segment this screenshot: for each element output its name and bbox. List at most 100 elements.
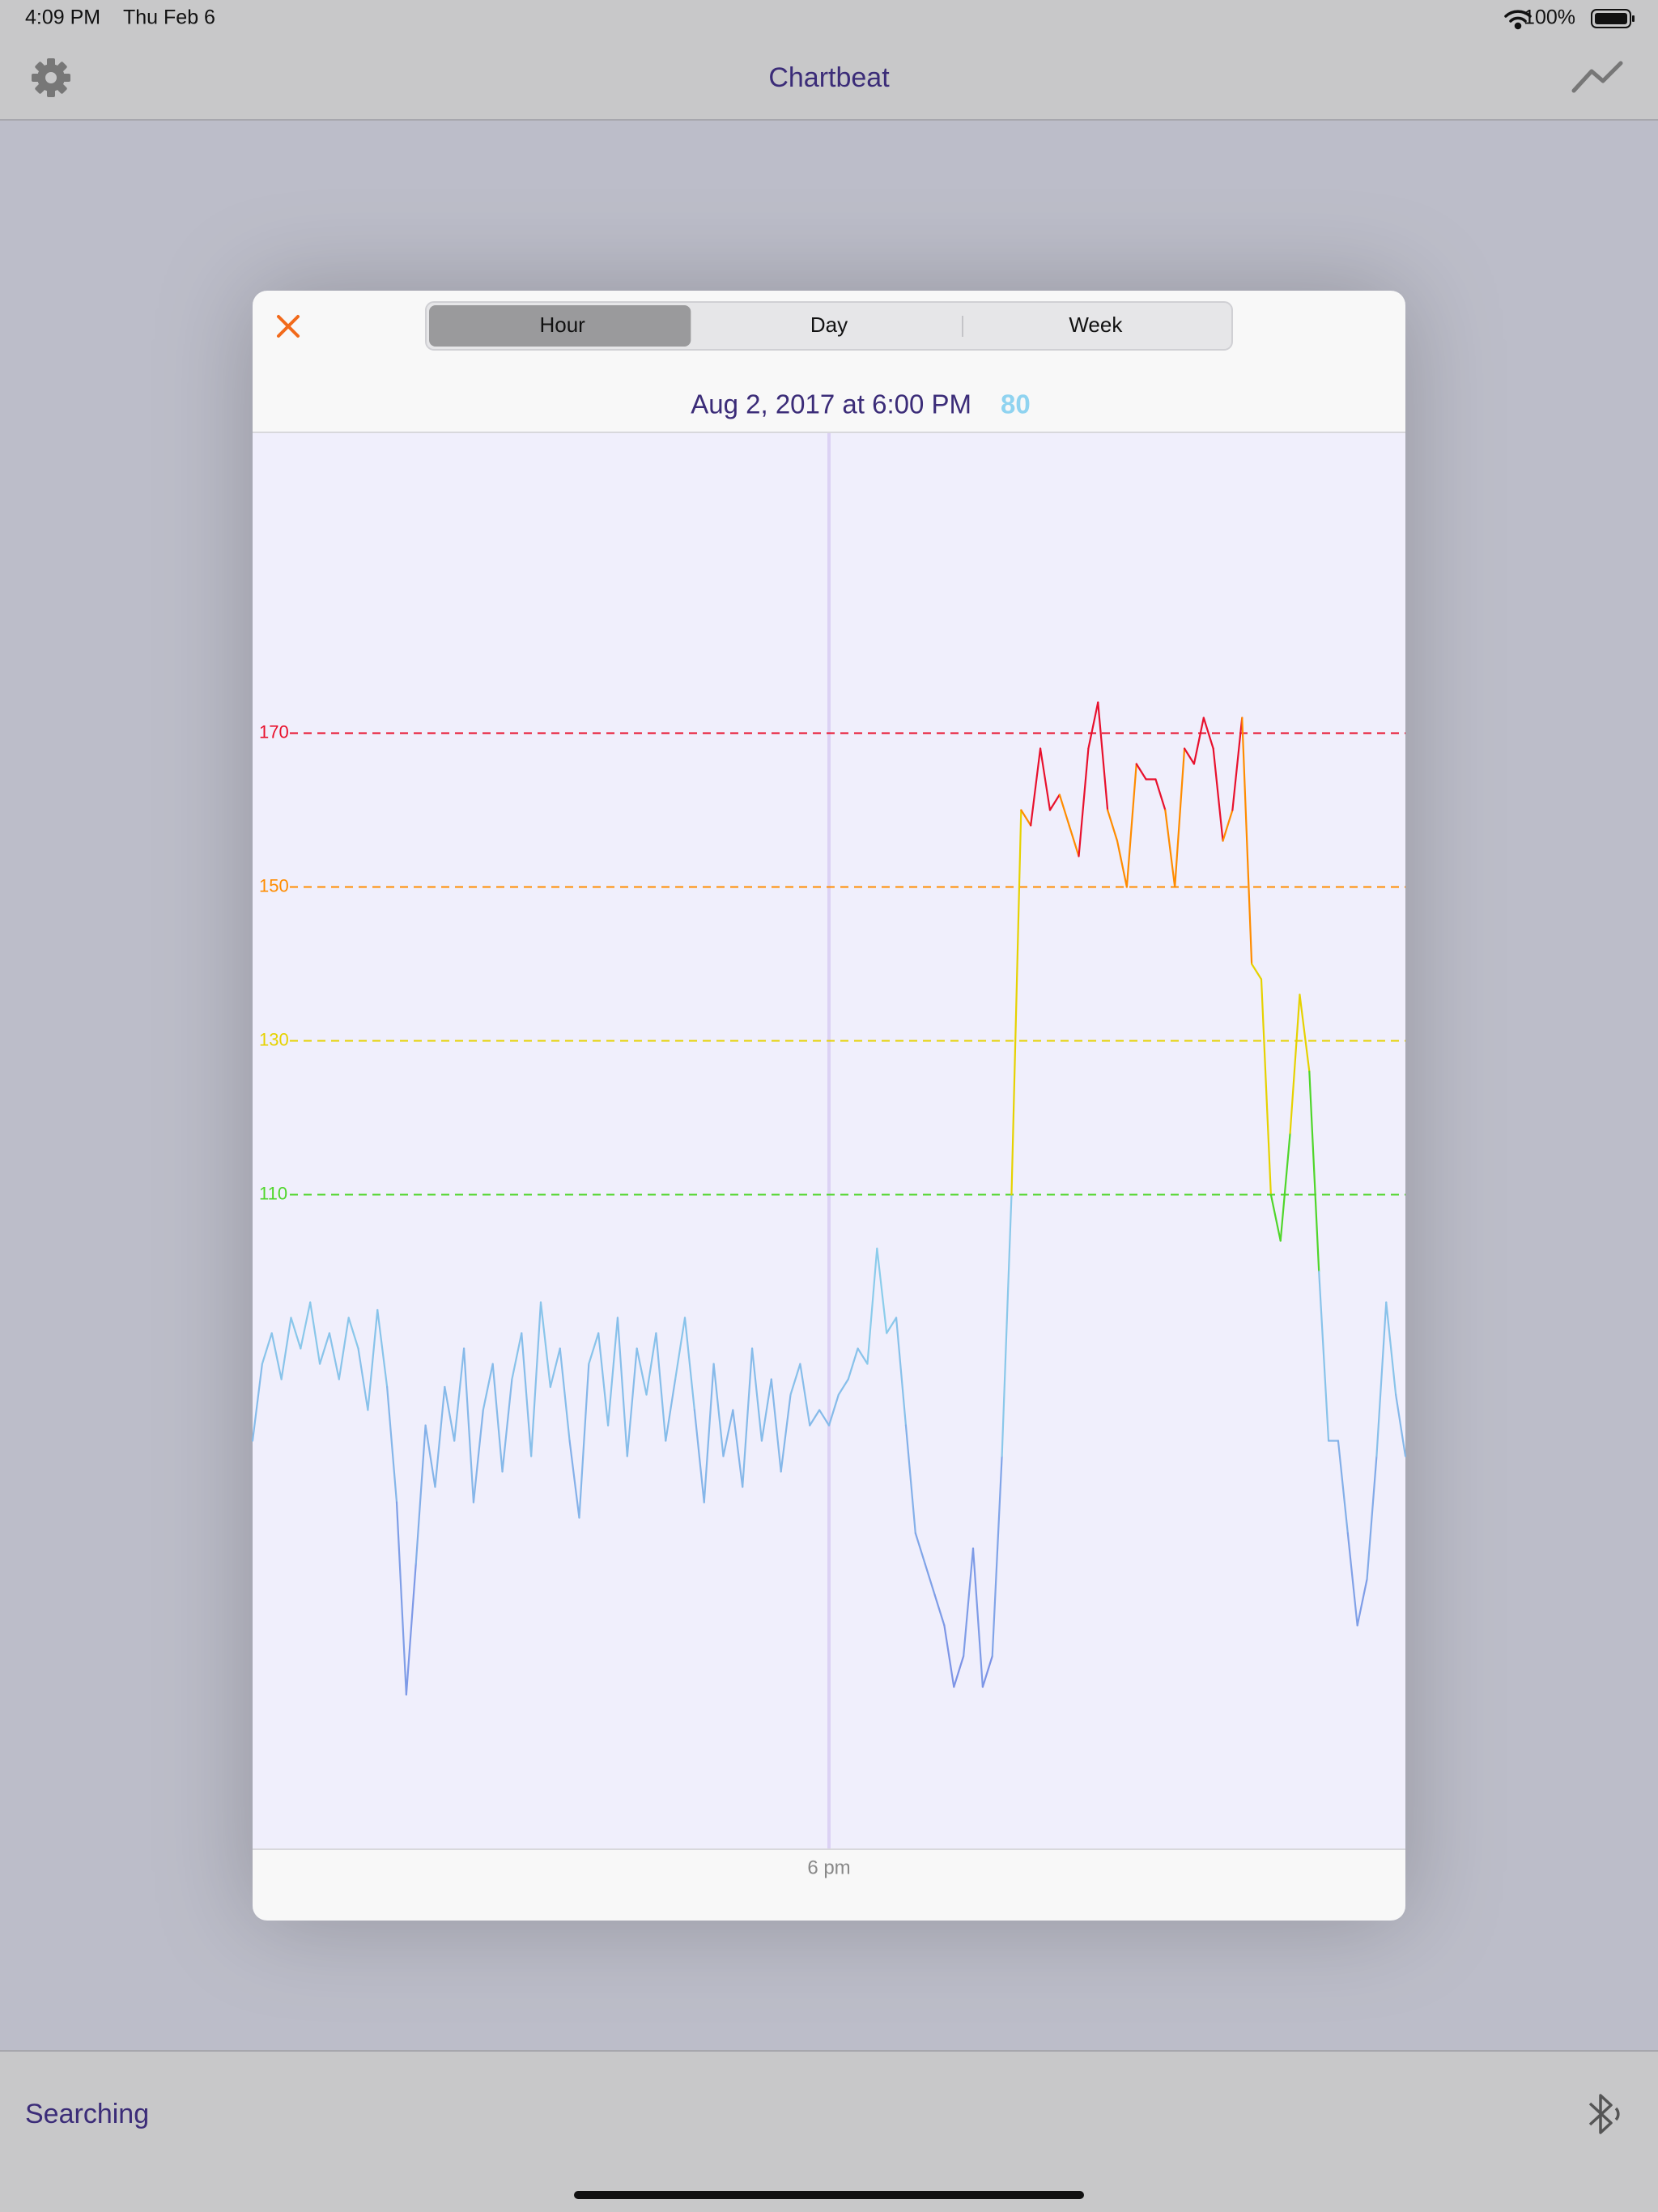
line-segment xyxy=(472,1409,484,1504)
line-segment xyxy=(1231,717,1244,811)
line-segment xyxy=(1125,763,1137,888)
line-segment xyxy=(1299,993,1311,1073)
line-segment xyxy=(655,1332,667,1442)
line-segment xyxy=(943,1624,955,1688)
segment-label[interactable]: Hour xyxy=(539,313,585,337)
line-segment xyxy=(1260,978,1272,1196)
line-segment xyxy=(1087,701,1099,750)
line-segment xyxy=(818,1409,831,1427)
line-segment xyxy=(462,1347,475,1504)
line-segment xyxy=(971,1547,984,1688)
line-segment xyxy=(1279,1132,1291,1242)
settings-button[interactable] xyxy=(32,58,70,97)
line-segment xyxy=(347,1317,359,1350)
line-segment xyxy=(300,1301,312,1350)
line-segment xyxy=(386,1385,398,1504)
line-segment xyxy=(991,1455,1003,1657)
chart-button[interactable] xyxy=(1571,61,1623,93)
line-segment xyxy=(665,1378,677,1442)
line-segment xyxy=(1107,809,1119,842)
line-segment xyxy=(1068,824,1080,857)
line-segment xyxy=(1183,747,1196,765)
line-segment xyxy=(693,1409,705,1504)
line-segment xyxy=(914,1532,926,1565)
line-segment xyxy=(1039,747,1052,811)
segment-label[interactable]: Day xyxy=(810,313,848,337)
line-segment xyxy=(750,1347,763,1442)
line-segment xyxy=(616,1317,628,1457)
status-time: 4:09 PM xyxy=(25,6,100,29)
nav-bar xyxy=(0,0,1658,120)
line-segment xyxy=(847,1347,859,1380)
line-segment xyxy=(395,1501,407,1696)
line-segment xyxy=(1212,747,1224,842)
status-battery-text: 100% xyxy=(1524,6,1575,29)
line-segment xyxy=(539,1301,551,1389)
line-segment xyxy=(732,1409,744,1488)
line-segment xyxy=(414,1424,427,1565)
line-segment xyxy=(491,1363,504,1473)
line-segment xyxy=(549,1347,561,1389)
bluetooth-icon[interactable] xyxy=(1588,2094,1620,2134)
segment-selected xyxy=(429,305,691,347)
line-segment xyxy=(338,1317,350,1380)
selected-timestamp: Aug 2, 2017 at 6:00 PM xyxy=(691,389,971,419)
line-segment xyxy=(261,1332,273,1365)
line-segment xyxy=(809,1409,821,1427)
y-tick-label: 170 xyxy=(259,721,289,742)
line-segment xyxy=(1135,763,1147,781)
x-tick-label: 6 pm xyxy=(807,1857,850,1878)
selected-value: 80 xyxy=(1001,389,1031,419)
line-segment xyxy=(511,1332,523,1380)
line-segment xyxy=(309,1301,321,1365)
line-segment xyxy=(837,1378,849,1396)
line-segment xyxy=(674,1317,687,1380)
line-segment xyxy=(742,1347,754,1488)
y-tick-label: 130 xyxy=(259,1029,289,1049)
line-segment xyxy=(1030,747,1042,827)
line-segment xyxy=(597,1332,610,1427)
line-segment xyxy=(1366,1455,1378,1580)
line-segment xyxy=(1001,1193,1013,1457)
line-segment xyxy=(1241,717,1253,965)
line-segment xyxy=(1318,1270,1330,1442)
line-segment xyxy=(857,1347,869,1365)
line-segment xyxy=(895,1317,908,1427)
wifi-icon xyxy=(1504,10,1532,30)
line-segment xyxy=(501,1378,513,1473)
line-segment xyxy=(1251,963,1263,981)
line-segment xyxy=(357,1347,369,1411)
line-segment xyxy=(1010,809,1022,1196)
line-segment xyxy=(933,1593,946,1627)
line-segment xyxy=(904,1424,916,1534)
close-button[interactable] xyxy=(277,315,300,338)
line-segment xyxy=(712,1363,725,1457)
nav-title: Chartbeat xyxy=(768,62,890,93)
line-segment xyxy=(799,1363,811,1427)
line-segment xyxy=(1385,1301,1397,1396)
segment-label[interactable]: Week xyxy=(1069,313,1123,337)
line-segment xyxy=(963,1547,975,1657)
line-segment xyxy=(645,1332,657,1396)
line-segment xyxy=(1337,1440,1349,1534)
line-segment xyxy=(722,1409,734,1457)
line-segment xyxy=(1154,778,1167,811)
line-segment xyxy=(1395,1393,1407,1457)
line-segment xyxy=(251,1363,263,1442)
home-indicator xyxy=(574,2191,1084,2199)
line-segment xyxy=(886,1317,898,1334)
line-segment xyxy=(1222,809,1234,842)
y-tick-label: 110 xyxy=(259,1183,287,1203)
line-segment xyxy=(521,1332,533,1457)
line-segment xyxy=(367,1308,379,1411)
status-date: Thu Feb 6 xyxy=(123,6,215,29)
line-segment xyxy=(703,1363,715,1504)
line-segment xyxy=(953,1655,965,1688)
line-segment xyxy=(1192,717,1205,765)
line-segment xyxy=(789,1363,801,1396)
line-segment xyxy=(318,1332,331,1365)
line-segment xyxy=(1269,1193,1282,1242)
line-segment xyxy=(1164,809,1176,888)
line-segment xyxy=(780,1393,792,1473)
